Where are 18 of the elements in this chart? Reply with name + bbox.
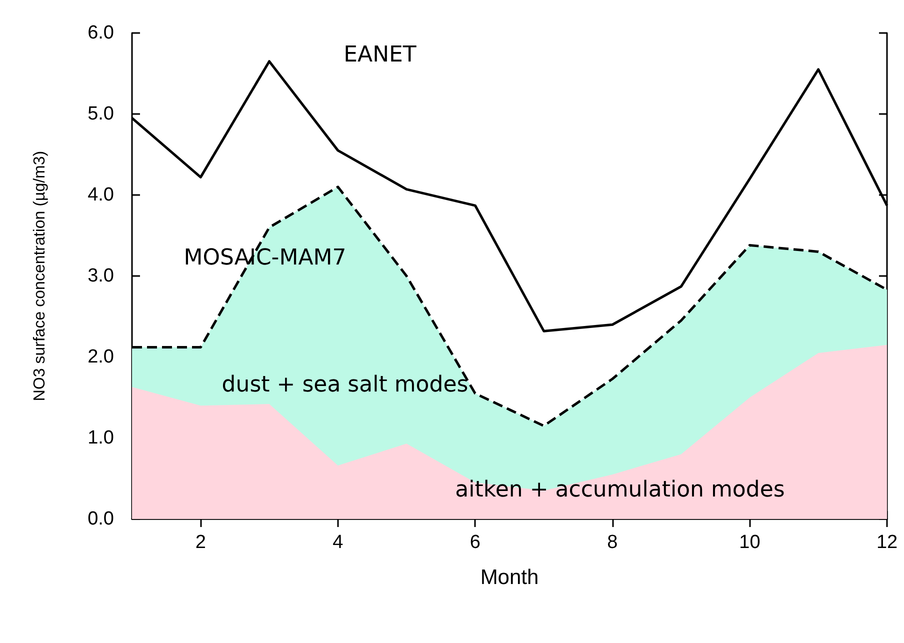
x-tick-label: 10	[739, 532, 760, 553]
x-tick-label: 12	[876, 532, 898, 553]
x-tick-label: 8	[607, 532, 618, 553]
y-axis-title: NO3 surface concentration (µg/m3)	[32, 150, 48, 402]
y-tick-label: 3.0	[88, 266, 114, 286]
y-tick-label: 0.0	[88, 508, 114, 530]
annotation: dust + sea salt modes	[222, 372, 468, 398]
x-axis-title: Month	[480, 566, 539, 589]
y-tick-label: 2.0	[88, 346, 114, 368]
x-tick-label: 4	[332, 532, 344, 553]
y-tick-label: 4.0	[88, 184, 114, 206]
x-tick-label: 2	[195, 532, 206, 553]
x-tick-label: 6	[470, 532, 480, 553]
annotation: aitken + accumulation modes	[455, 478, 785, 502]
y-tick-label: 5.0	[88, 104, 114, 124]
annotation: EANET	[344, 42, 417, 68]
y-tick-label: 1.0	[88, 428, 114, 448]
y-tick-label: 6.0	[88, 22, 114, 44]
